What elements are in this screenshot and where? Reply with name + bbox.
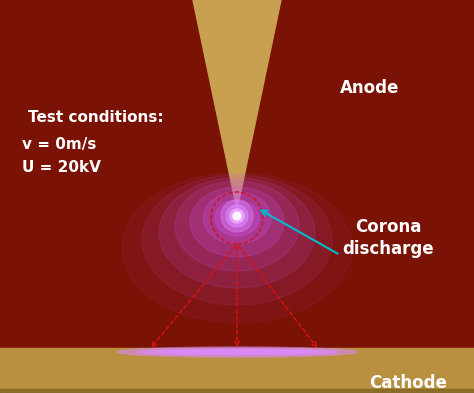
Ellipse shape: [142, 175, 332, 305]
Ellipse shape: [190, 187, 284, 257]
Ellipse shape: [203, 192, 271, 244]
Ellipse shape: [117, 347, 357, 357]
Ellipse shape: [215, 200, 259, 236]
Bar: [0, 348, 474, 393]
Ellipse shape: [137, 349, 337, 355]
Text: Test conditions:: Test conditions:: [28, 110, 164, 125]
Ellipse shape: [230, 209, 244, 223]
Ellipse shape: [233, 212, 241, 220]
Polygon shape: [193, 0, 281, 210]
Text: U = 20kV: U = 20kV: [22, 160, 101, 176]
Bar: [0, 389, 474, 393]
Text: Anode: Anode: [340, 79, 400, 97]
Ellipse shape: [157, 351, 317, 353]
Ellipse shape: [221, 200, 253, 232]
Text: Cathode: Cathode: [369, 374, 447, 392]
Ellipse shape: [226, 205, 248, 227]
Ellipse shape: [175, 181, 299, 271]
Ellipse shape: [122, 173, 352, 323]
Text: v = 0m/s: v = 0m/s: [22, 138, 96, 152]
Ellipse shape: [159, 178, 315, 288]
Text: Corona
discharge: Corona discharge: [342, 218, 434, 258]
